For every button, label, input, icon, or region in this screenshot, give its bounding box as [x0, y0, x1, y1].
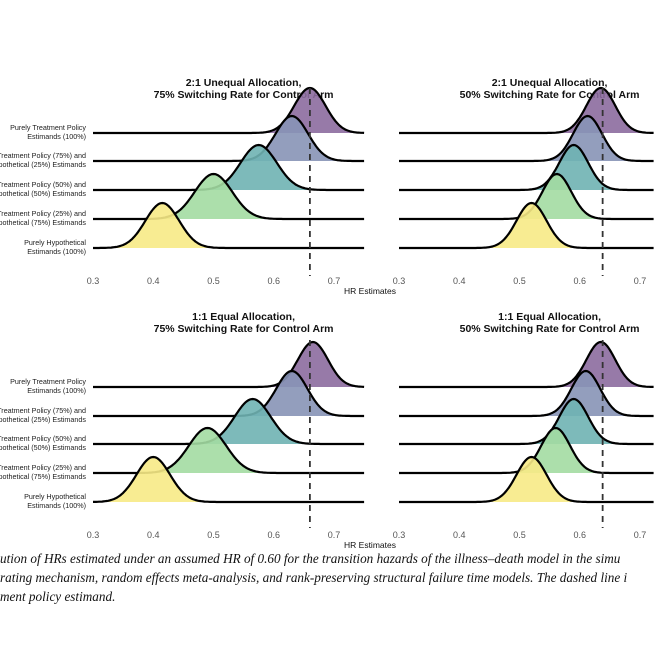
ridge-label: Hypothetical (75%) Estimands [0, 472, 86, 481]
x-tick-label: 0.4 [147, 530, 160, 540]
ridge-density-fill [399, 203, 654, 248]
ridge-label: Treatment Policy (50%) and [0, 434, 86, 443]
ridge-density-fill [399, 116, 654, 161]
panel-title: 2:1 Unequal Allocation, [492, 77, 608, 89]
x-tick-label: 0.4 [147, 276, 160, 286]
ridge-density-curve [93, 340, 365, 389]
ridge-label: Treatment Policy (25%) and [0, 209, 86, 218]
ridge-label: Hypothetical (25%) Estimands [0, 160, 86, 169]
ridge-density-fill [399, 145, 654, 190]
ridge-label: Estimands (100%) [27, 501, 86, 510]
ridge-label: Treatment Policy (50%) and [0, 180, 86, 189]
figure-caption-line-1: ution of HRs estimated under an assumed … [0, 551, 621, 566]
ridge-density-fill [399, 457, 654, 502]
panel-title: 2:1 Unequal Allocation, [186, 77, 302, 89]
ridge-density-fill [399, 399, 654, 444]
x-tick-label: 0.7 [328, 276, 341, 286]
ridge-density-fill [93, 174, 365, 219]
x-tick-label: 0.3 [87, 530, 100, 540]
ridge-density-curve [93, 455, 365, 504]
x-tick-label: 0.5 [207, 530, 220, 540]
x-tick-label: 0.5 [207, 276, 220, 286]
x-axis-label: HR Estimates [344, 286, 396, 296]
ridge-label: Purely Hypothetical [24, 492, 86, 501]
ridge-label: Treatment Policy (25%) and [0, 463, 86, 472]
ridge-label: Hypothetical (25%) Estimands [0, 415, 86, 424]
ridge-density-curve [93, 86, 365, 135]
x-tick-label: 0.7 [634, 530, 647, 540]
ridge-density-fill [399, 342, 654, 387]
x-tick-label: 0.7 [634, 276, 647, 286]
ridge-density-fill [93, 457, 365, 502]
ridgeline-panel: 1:1 Equal Allocation,50% Switching Rate … [393, 311, 654, 540]
ridge-label: Hypothetical (75%) Estimands [0, 218, 86, 227]
x-tick-label: 0.6 [267, 530, 280, 540]
ridge-density-fill [93, 399, 365, 444]
x-tick-label: 0.4 [453, 530, 466, 540]
ridge-density-curve [93, 114, 365, 163]
ridge-density-curve [399, 114, 654, 163]
ridge-density-curve [399, 201, 654, 250]
ridge-density-curve [93, 143, 365, 192]
ridge-density-curve [399, 397, 654, 446]
x-tick-label: 0.7 [328, 530, 341, 540]
ridge-label: Purely Treatment Policy [10, 123, 86, 132]
ridge-density-curve [93, 172, 365, 221]
panel-title: 1:1 Equal Allocation, [192, 311, 295, 323]
panel-subtitle: 75% Switching Rate for Control Arm [154, 323, 334, 335]
x-tick-label: 0.3 [87, 276, 100, 286]
ridge-density-fill [399, 371, 654, 416]
ridgeline-panel: 2:1 Unequal Allocation,75% Switching Rat… [0, 77, 396, 296]
ridgeline-panel: 1:1 Equal Allocation,75% Switching Rate … [0, 311, 396, 550]
x-tick-label: 0.3 [393, 530, 406, 540]
ridge-density-curve [399, 455, 654, 504]
panel-title: 1:1 Equal Allocation, [498, 311, 601, 323]
x-tick-label: 0.6 [573, 276, 586, 286]
ridge-label: Estimands (100%) [27, 247, 86, 256]
ridge-label: Treatment Policy (75%) and [0, 406, 86, 415]
ridge-label: Purely Treatment Policy [10, 377, 86, 386]
ridge-density-fill [93, 342, 365, 387]
figure-caption-line-2: rating mechanism, random effects meta-an… [0, 570, 628, 585]
x-tick-label: 0.6 [267, 276, 280, 286]
ridge-density-fill [93, 116, 365, 161]
x-tick-label: 0.3 [393, 276, 406, 286]
ridge-density-curve [399, 340, 654, 389]
ridge-label: Estimands (100%) [27, 386, 86, 395]
ridge-density-fill [93, 371, 365, 416]
ridgeline-panel: 2:1 Unequal Allocation,50% Switching Rat… [393, 77, 654, 286]
ridge-label: Treatment Policy (75%) and [0, 151, 86, 160]
ridge-label: Purely Hypothetical [24, 238, 86, 247]
ridge-density-curve [93, 201, 365, 250]
ridge-density-curve [399, 369, 654, 418]
ridge-label: Hypothetical (50%) Estimands [0, 443, 86, 452]
ridge-label: Estimands (100%) [27, 132, 86, 141]
ridge-density-curve [93, 397, 365, 446]
x-axis-label: HR Estimates [344, 540, 396, 550]
figure-caption-line-3: ment policy estimand. [0, 589, 116, 604]
ridge-density-curve [399, 86, 654, 135]
x-tick-label: 0.5 [513, 530, 526, 540]
x-tick-label: 0.6 [573, 530, 586, 540]
ridge-density-curve [93, 369, 365, 418]
x-tick-label: 0.4 [453, 276, 466, 286]
x-tick-label: 0.5 [513, 276, 526, 286]
ridge-density-curve [399, 143, 654, 192]
ridge-density-fill [93, 203, 365, 248]
panel-subtitle: 75% Switching Rate for Control Arm [154, 89, 334, 101]
ridge-label: Hypothetical (50%) Estimands [0, 189, 86, 198]
ridge-density-fill [93, 145, 365, 190]
panel-subtitle: 50% Switching Rate for Control Arm [460, 323, 640, 335]
